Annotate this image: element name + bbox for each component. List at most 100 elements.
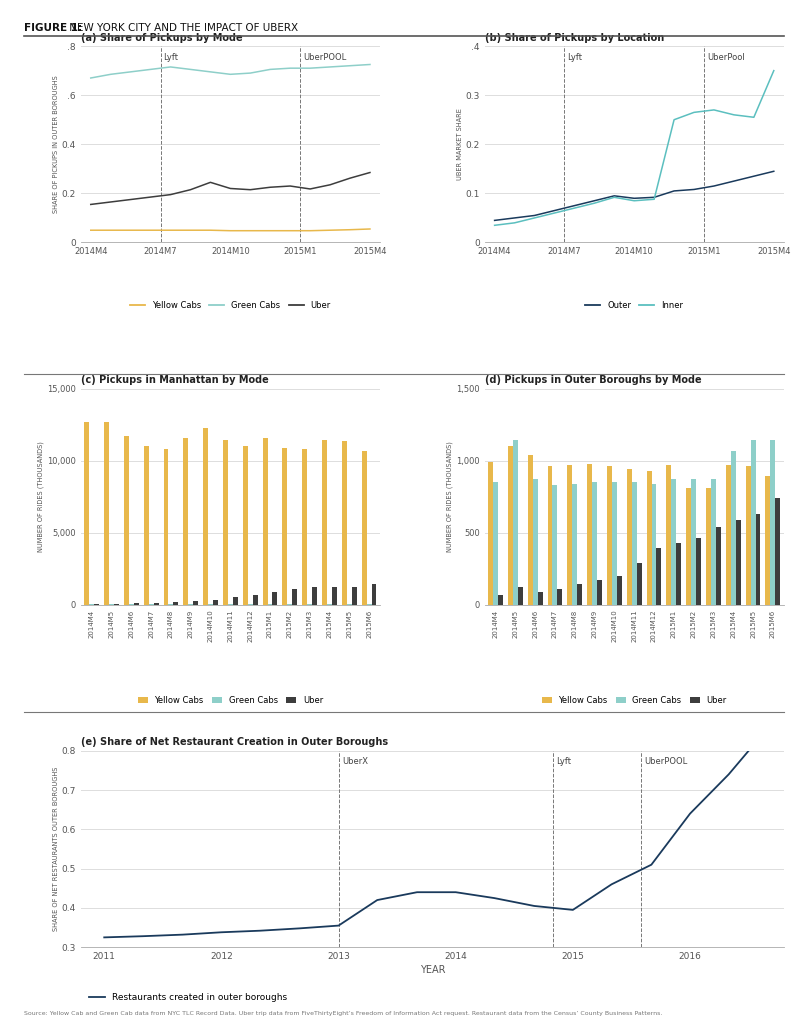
Bar: [765, 476, 770, 604]
Bar: [627, 469, 632, 604]
Text: (b) Share of Pickups by Location: (b) Share of Pickups by Location: [485, 33, 664, 43]
Y-axis label: NUMBER OF RIDES (THOUSANDS): NUMBER OF RIDES (THOUSANDS): [447, 441, 453, 552]
Y-axis label: SHARE OF PICKUPS IN OUTER BOROUGHS: SHARE OF PICKUPS IN OUTER BOROUGHS: [53, 76, 59, 213]
Bar: [193, 601, 198, 604]
Y-axis label: NUMBER OF RIDES (THOUSANDS): NUMBER OF RIDES (THOUSANDS): [38, 441, 44, 552]
Bar: [134, 603, 139, 604]
Bar: [322, 440, 327, 604]
Bar: [528, 455, 532, 604]
Bar: [726, 465, 730, 604]
Bar: [154, 602, 158, 604]
Text: (d) Pickups in Outer Boroughs by Mode: (d) Pickups in Outer Boroughs by Mode: [485, 375, 701, 385]
Bar: [242, 445, 248, 604]
Legend: Restaurants created in outer boroughs: Restaurants created in outer boroughs: [86, 989, 291, 1006]
Bar: [332, 588, 337, 604]
Bar: [362, 451, 367, 604]
X-axis label: YEAR: YEAR: [419, 966, 445, 975]
Bar: [213, 600, 218, 604]
Legend: Yellow Cabs, Green Cabs, Uber: Yellow Cabs, Green Cabs, Uber: [127, 297, 334, 313]
Bar: [203, 427, 208, 604]
Bar: [488, 462, 493, 604]
Bar: [532, 479, 537, 604]
Text: UberPOOL: UberPOOL: [644, 757, 688, 766]
Bar: [223, 440, 228, 604]
Bar: [84, 422, 89, 604]
Bar: [513, 440, 518, 604]
Bar: [651, 483, 656, 604]
Bar: [667, 465, 671, 604]
Bar: [282, 447, 288, 604]
Bar: [736, 520, 741, 604]
Bar: [263, 437, 267, 604]
Y-axis label: UBER MARKET SHARE: UBER MARKET SHARE: [457, 109, 463, 180]
Bar: [770, 440, 776, 604]
Bar: [174, 602, 179, 604]
Bar: [144, 445, 149, 604]
Text: (c) Pickups in Manhattan by Mode: (c) Pickups in Manhattan by Mode: [81, 375, 268, 385]
Bar: [548, 466, 553, 604]
Bar: [493, 482, 498, 604]
Bar: [372, 585, 377, 604]
Text: NEW YORK CITY AND THE IMPACT OF UBERX: NEW YORK CITY AND THE IMPACT OF UBERX: [66, 23, 298, 33]
Bar: [567, 465, 572, 604]
Text: UberPool: UberPool: [707, 53, 745, 62]
Bar: [746, 466, 751, 604]
Bar: [607, 466, 612, 604]
Bar: [676, 543, 681, 604]
Legend: Outer, Inner: Outer, Inner: [582, 297, 686, 313]
Text: FIGURE 1:: FIGURE 1:: [24, 23, 82, 33]
Bar: [656, 549, 662, 604]
Bar: [253, 595, 258, 604]
Legend: Yellow Cabs, Green Cabs, Uber: Yellow Cabs, Green Cabs, Uber: [538, 693, 730, 709]
Bar: [537, 592, 543, 604]
Text: Lyft: Lyft: [567, 53, 583, 62]
Bar: [124, 436, 128, 604]
Bar: [612, 482, 617, 604]
Text: UberX: UberX: [342, 757, 368, 766]
Bar: [686, 488, 691, 604]
Legend: Yellow Cabs, Green Cabs, Uber: Yellow Cabs, Green Cabs, Uber: [134, 693, 326, 709]
Text: (a) Share of Pickups by Mode: (a) Share of Pickups by Mode: [81, 33, 242, 43]
Bar: [577, 585, 583, 604]
Bar: [716, 527, 721, 604]
Bar: [755, 514, 760, 604]
Bar: [114, 603, 119, 604]
Bar: [671, 479, 676, 604]
Bar: [572, 483, 577, 604]
Bar: [498, 595, 503, 604]
Bar: [592, 482, 597, 604]
Bar: [233, 597, 238, 604]
Bar: [553, 485, 558, 604]
Bar: [646, 471, 651, 604]
Bar: [587, 464, 592, 604]
Text: Lyft: Lyft: [163, 53, 179, 62]
Bar: [711, 479, 716, 604]
Y-axis label: SHARE OF NET RESTAURANTS OUTER BOROUGHS: SHARE OF NET RESTAURANTS OUTER BOROUGHS: [53, 767, 59, 931]
Bar: [272, 592, 277, 604]
Bar: [104, 422, 109, 604]
Bar: [597, 581, 602, 604]
Text: UberPOOL: UberPOOL: [303, 53, 347, 62]
Bar: [632, 482, 637, 604]
Bar: [637, 563, 642, 604]
Bar: [508, 446, 513, 604]
Bar: [751, 440, 755, 604]
Bar: [183, 438, 188, 604]
Bar: [518, 588, 523, 604]
Bar: [776, 498, 781, 604]
Text: (e) Share of Net Restaurant Creation in Outer Boroughs: (e) Share of Net Restaurant Creation in …: [81, 737, 388, 748]
Text: Source: Yellow Cab and Green Cab data from NYC TLC Record Data. Uber trip data f: Source: Yellow Cab and Green Cab data fr…: [24, 1011, 663, 1016]
Bar: [302, 450, 307, 604]
Bar: [696, 539, 701, 604]
Bar: [617, 575, 622, 604]
Bar: [163, 450, 168, 604]
Bar: [691, 479, 696, 604]
Bar: [351, 587, 356, 604]
Bar: [312, 588, 317, 604]
Bar: [558, 589, 562, 604]
Bar: [292, 589, 297, 604]
Text: Lyft: Lyft: [557, 757, 571, 766]
Bar: [342, 441, 347, 604]
Bar: [730, 451, 736, 604]
Bar: [706, 488, 711, 604]
